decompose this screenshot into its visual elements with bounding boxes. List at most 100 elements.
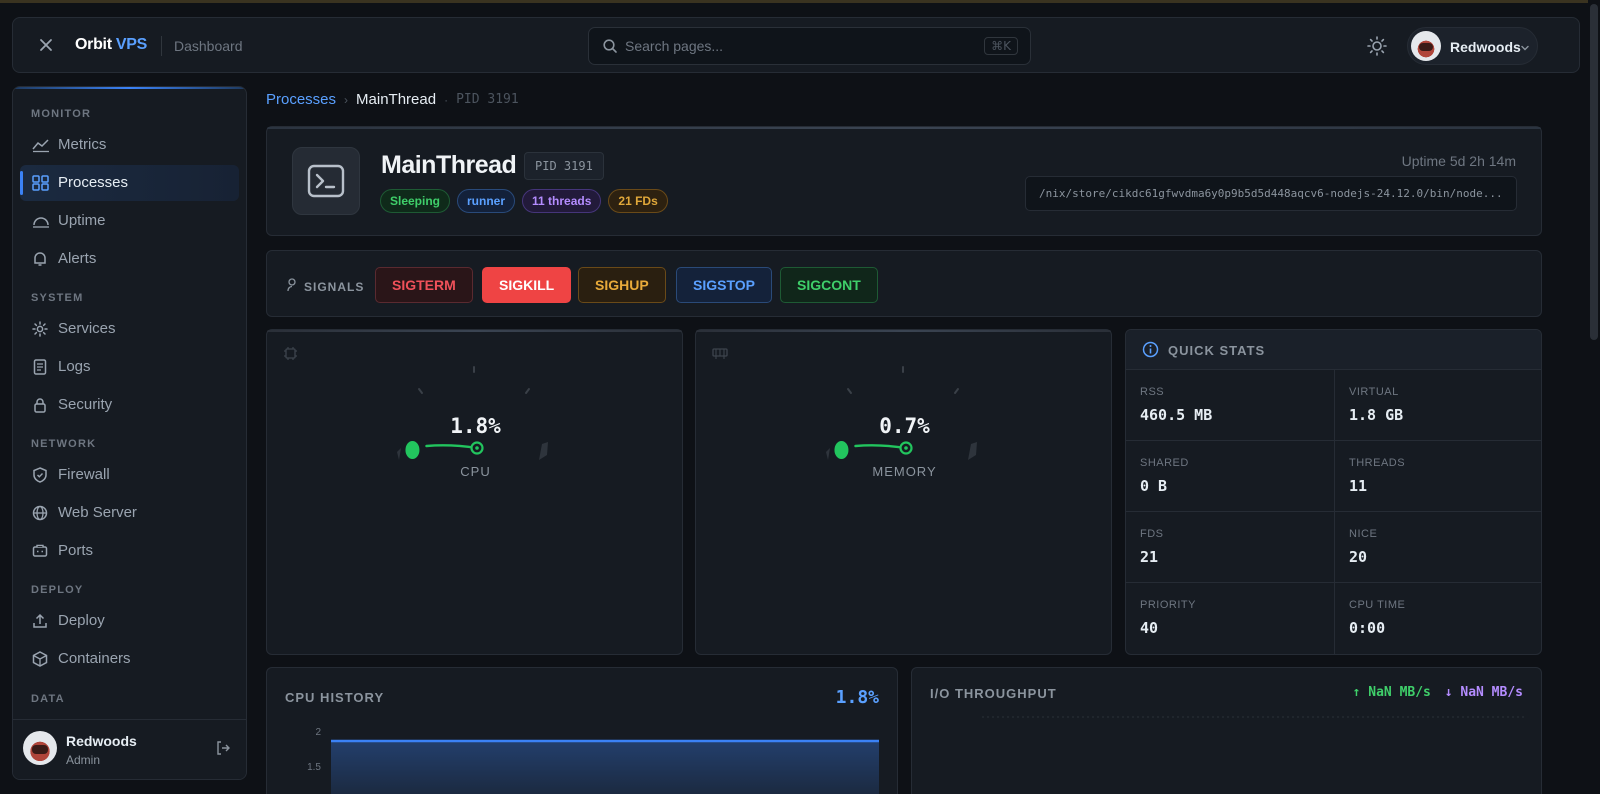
sidebar-item-firewall[interactable]: Firewall xyxy=(20,457,239,493)
grid-icon xyxy=(32,175,49,191)
io-title: I/O THROUGHPUT xyxy=(930,686,1057,701)
gauge-needle-line xyxy=(425,444,479,450)
sidebar-item-containers[interactable]: Containers xyxy=(20,641,239,677)
sidebar-item-label: Alerts xyxy=(58,250,97,267)
chart-line-icon xyxy=(32,137,49,153)
cpu-icon xyxy=(283,346,298,366)
sidebar-item-deploy[interactable]: Deploy xyxy=(20,603,239,639)
sidebar-item-services[interactable]: Services xyxy=(20,311,239,347)
stat-value: 460.5 MB xyxy=(1140,406,1213,424)
sidebar-item-label: Security xyxy=(58,396,113,413)
sidebar-item-label: Web Server xyxy=(58,504,137,521)
io-down-rate: ↓ NaN MB/s xyxy=(1444,685,1523,700)
stat-value: 1.8 GB xyxy=(1349,406,1404,424)
threads-badge: 11 threads xyxy=(522,189,602,213)
nav-section-monitor: MONITOR xyxy=(31,108,92,120)
shield-icon xyxy=(32,467,48,483)
sigstop-button[interactable]: SIGSTOP xyxy=(676,267,772,303)
avatar xyxy=(1411,31,1441,61)
y-tick-label: 1.5 xyxy=(307,762,321,773)
y-tick-label: 2 xyxy=(315,727,321,738)
divider xyxy=(161,36,162,56)
stat-key: RSS xyxy=(1140,386,1165,398)
stat-fds: FDS 21 xyxy=(1126,512,1334,583)
fds-badge: 21 FDs xyxy=(608,189,668,213)
chevron-right-icon: · xyxy=(444,92,449,107)
gauge-needle xyxy=(834,441,913,459)
sidebar-item-label: Deploy xyxy=(58,612,105,629)
sighup-button[interactable]: SIGHUP xyxy=(578,267,666,303)
nav-section-data: DATA xyxy=(31,693,65,705)
quick-stats-card: QUICK STATS RSS 460.5 MB VIRTUAL 1.8 GB SH… xyxy=(1125,329,1542,655)
sigkill-button[interactable]: SIGKILL xyxy=(482,267,572,303)
stat-value: 11 xyxy=(1349,477,1368,495)
sidebar-item-label: Metrics xyxy=(58,136,107,153)
sidebar-item-label: Services xyxy=(58,320,116,337)
user-role: Admin xyxy=(66,753,101,767)
scrollbar-thumb[interactable] xyxy=(1590,4,1598,340)
io-rates: ↑ NaN MB/s ↓ NaN MB/s xyxy=(1353,685,1523,700)
gauge-ticks xyxy=(418,366,530,394)
cpu-history-chart: 2 1.5 xyxy=(307,727,879,794)
stat-value: 20 xyxy=(1349,548,1368,566)
stat-key: FDS xyxy=(1140,528,1164,540)
stat-key: NICE xyxy=(1349,528,1378,540)
search-input[interactable] xyxy=(625,36,965,56)
quick-stats-title: QUICK STATS xyxy=(1168,343,1266,358)
gauge-min-marker xyxy=(397,448,401,460)
sidebar-item-uptime[interactable]: Uptime xyxy=(20,203,239,239)
gauge-max-marker xyxy=(968,442,977,460)
nav-section-deploy: DEPLOY xyxy=(31,584,84,596)
process-header-card: MainThread PID 3191 Sleeping runner 11 t… xyxy=(266,126,1542,236)
sigcont-button[interactable]: SIGCONT xyxy=(780,267,878,303)
stat-rss: RSS 460.5 MB xyxy=(1126,370,1334,441)
avatar[interactable] xyxy=(23,731,57,765)
sidebar-item-metrics[interactable]: Metrics xyxy=(20,127,239,163)
gear-icon xyxy=(32,321,48,337)
cpu-history-card: CPU HISTORY 1.8% 2 1.5 xyxy=(266,667,898,794)
cpu-gauge xyxy=(397,366,548,460)
gauge-needle-line xyxy=(854,444,908,450)
stat-key: PRIORITY xyxy=(1140,599,1196,611)
cpu-history-area xyxy=(331,741,879,794)
stat-priority: PRIORITY 40 xyxy=(1126,583,1334,654)
sidebar-item-web-server[interactable]: Web Server xyxy=(20,495,239,531)
upload-icon xyxy=(32,613,48,629)
port-icon xyxy=(32,543,48,559)
sidebar-item-alerts[interactable]: Alerts xyxy=(20,241,239,277)
stat-cpu-time: CPU TIME 0:00 xyxy=(1334,583,1541,654)
memory-gauge xyxy=(826,366,977,460)
nav-section-network: NETWORK xyxy=(31,438,97,450)
user-name: Redwoods xyxy=(1450,39,1521,55)
sidebar-item-ports[interactable]: Ports xyxy=(20,533,239,569)
sidebar-item-label: Containers xyxy=(58,650,131,667)
breadcrumb-link-processes[interactable]: Processes xyxy=(266,91,337,108)
sigterm-button[interactable]: SIGTERM xyxy=(375,267,473,303)
bell-icon xyxy=(32,251,48,267)
logout-icon[interactable] xyxy=(215,740,231,761)
sidebar-item-label: Processes xyxy=(58,174,129,191)
close-icon[interactable] xyxy=(35,34,57,56)
stat-threads: THREADS 11 xyxy=(1334,441,1541,512)
gauge-icon xyxy=(32,213,49,229)
gauge-hub-center xyxy=(904,446,908,450)
gauge-needle xyxy=(405,441,484,459)
memory-value: 0.7% xyxy=(879,414,930,438)
info-icon xyxy=(1142,341,1159,363)
sun-icon[interactable] xyxy=(1365,34,1389,58)
sidebar: MONITOR Metrics Processes Uptime Alerts … xyxy=(12,86,247,780)
search-icon xyxy=(602,38,618,59)
executable-path[interactable]: /nix/store/cikdc61gfwvdma6y0p9b5d5d448aq… xyxy=(1025,176,1517,211)
search-box[interactable]: ⌘K xyxy=(588,27,1031,65)
process-tags: Sleeping runner 11 threads 21 FDs xyxy=(380,189,668,213)
brand-logo[interactable]: Orbit VPS xyxy=(75,36,147,54)
sidebar-item-logs[interactable]: Logs xyxy=(20,349,239,385)
stat-value: 0:00 xyxy=(1349,619,1386,637)
stat-value: 0 B xyxy=(1140,477,1168,495)
process-name: MainThread xyxy=(381,151,517,179)
memory-label: MEMORY xyxy=(872,464,937,479)
sidebar-item-processes[interactable]: Processes xyxy=(20,165,239,201)
stat-key: THREADS xyxy=(1349,457,1406,469)
user-menu[interactable]: Redwoods xyxy=(1407,27,1538,65)
sidebar-item-security[interactable]: Security xyxy=(20,387,239,423)
